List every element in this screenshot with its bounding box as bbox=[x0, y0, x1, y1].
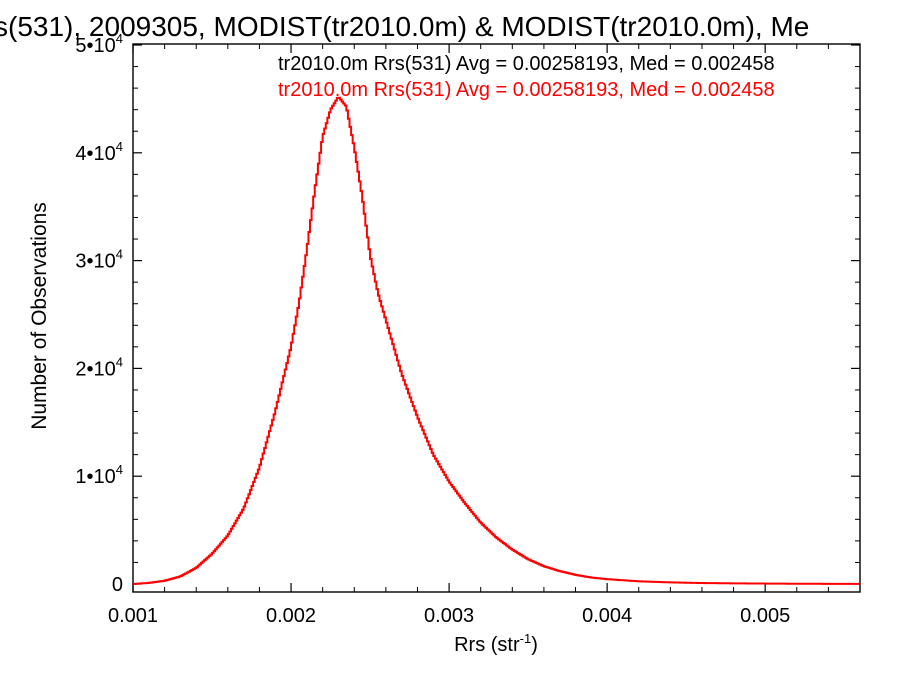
y-tick-label: 3•104 bbox=[75, 247, 123, 273]
x-tick-labels: 0.001 0.002 0.003 0.004 0.005 bbox=[108, 605, 790, 627]
chart-title: s(531), 2009305, MODIST(tr2010.0m) & MOD… bbox=[0, 11, 809, 42]
y-axis-label: Number of Observations bbox=[28, 202, 51, 430]
y-tick-label: 2•104 bbox=[75, 354, 123, 380]
histogram-series-line bbox=[133, 96, 860, 585]
x-tick-label: 0.001 bbox=[108, 605, 158, 627]
y-tick-label: 4•104 bbox=[75, 139, 123, 165]
y-tick-label: 0 bbox=[112, 574, 123, 596]
x-tick-label: 0.005 bbox=[740, 605, 790, 627]
plot-frame bbox=[132, 43, 861, 593]
y-tick-labels: 0 1•104 2•104 3•104 4•104 5•104 bbox=[75, 31, 123, 596]
x-tick-label: 0.004 bbox=[582, 605, 632, 627]
x-tick-label: 0.003 bbox=[424, 605, 474, 627]
x-tick-label: 0.002 bbox=[266, 605, 316, 627]
annotation-black: tr2010.0m Rrs(531) Avg = 0.00258193, Med… bbox=[278, 53, 775, 75]
x-axis-label: Rrs (str-1) bbox=[454, 631, 538, 656]
y-tick-label: 1•104 bbox=[75, 462, 123, 488]
y-tick-label: 5•104 bbox=[75, 31, 123, 57]
annotation-red: tr2010.0m Rrs(531) Avg = 0.00258193, Med… bbox=[278, 79, 775, 101]
